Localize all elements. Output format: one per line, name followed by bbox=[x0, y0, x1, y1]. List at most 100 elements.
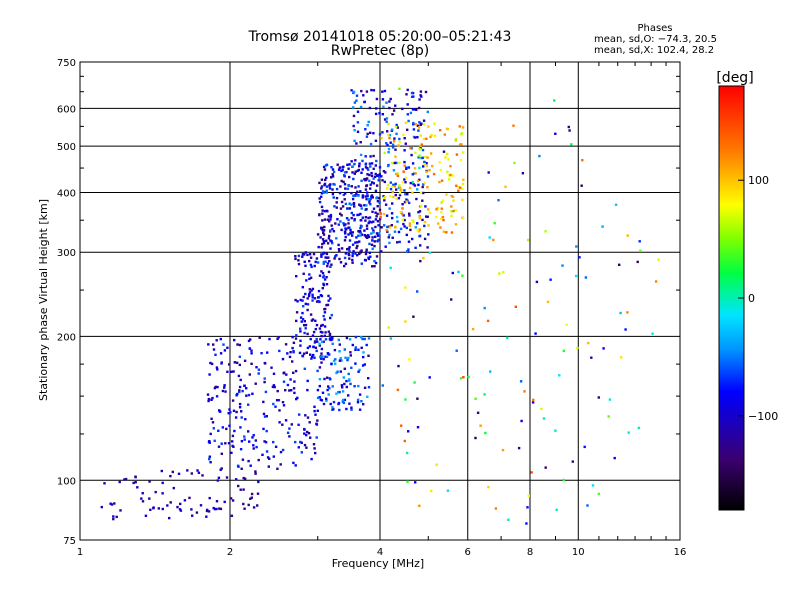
data-point bbox=[428, 169, 431, 172]
colorbar-tick-label: −100 bbox=[748, 410, 778, 423]
data-point bbox=[212, 343, 215, 346]
data-point bbox=[318, 197, 321, 200]
data-point bbox=[209, 361, 212, 365]
data-point bbox=[367, 377, 370, 380]
data-point bbox=[294, 257, 297, 261]
data-point bbox=[371, 265, 374, 268]
data-point bbox=[315, 423, 319, 426]
data-point bbox=[348, 249, 351, 253]
data-point bbox=[568, 129, 571, 132]
data-point bbox=[368, 173, 371, 177]
data-point bbox=[328, 332, 332, 336]
data-point bbox=[231, 434, 235, 438]
data-point bbox=[418, 166, 421, 170]
data-point bbox=[304, 302, 307, 306]
data-point bbox=[325, 185, 329, 188]
data-point bbox=[406, 193, 409, 196]
data-point bbox=[419, 90, 423, 93]
data-point bbox=[238, 385, 242, 389]
data-point bbox=[454, 139, 457, 142]
data-point bbox=[325, 303, 328, 307]
data-point bbox=[306, 346, 310, 350]
data-point bbox=[365, 191, 369, 194]
data-point bbox=[331, 175, 335, 178]
data-point bbox=[382, 170, 386, 173]
data-point bbox=[371, 239, 374, 242]
data-point bbox=[355, 94, 359, 97]
data-point bbox=[370, 243, 374, 246]
data-point bbox=[325, 239, 328, 242]
data-point bbox=[367, 120, 370, 124]
data-point bbox=[268, 337, 271, 341]
data-point bbox=[451, 174, 455, 177]
data-point bbox=[416, 124, 420, 127]
data-point bbox=[447, 158, 450, 161]
data-point bbox=[272, 372, 276, 375]
data-point bbox=[378, 174, 381, 177]
data-point bbox=[424, 155, 427, 159]
data-point bbox=[590, 356, 593, 359]
y-tick-label: 750 bbox=[57, 58, 76, 69]
data-point bbox=[337, 391, 340, 394]
data-point bbox=[365, 208, 368, 211]
data-point bbox=[416, 229, 419, 232]
data-point bbox=[324, 178, 327, 182]
data-point bbox=[356, 244, 359, 248]
data-point bbox=[322, 191, 325, 194]
data-point bbox=[407, 119, 410, 123]
data-point bbox=[487, 171, 490, 174]
data-point bbox=[497, 199, 500, 202]
data-point bbox=[357, 348, 360, 351]
data-point bbox=[398, 140, 401, 144]
data-point bbox=[344, 202, 348, 206]
data-point bbox=[361, 196, 364, 199]
data-point bbox=[428, 211, 432, 215]
data-point bbox=[306, 416, 310, 419]
data-point bbox=[321, 238, 325, 241]
data-point bbox=[386, 225, 389, 229]
data-point bbox=[256, 504, 259, 507]
data-point bbox=[265, 415, 268, 418]
data-point bbox=[230, 451, 233, 454]
data-point bbox=[371, 236, 374, 239]
data-point bbox=[404, 181, 407, 184]
data-point bbox=[339, 212, 342, 215]
data-point bbox=[350, 160, 353, 163]
data-point bbox=[292, 351, 295, 354]
data-point bbox=[308, 293, 311, 296]
data-point bbox=[376, 220, 380, 223]
data-point bbox=[112, 515, 115, 518]
data-point bbox=[372, 182, 375, 185]
data-point bbox=[231, 499, 235, 502]
data-point bbox=[385, 120, 388, 123]
data-point bbox=[141, 500, 145, 503]
data-point bbox=[619, 311, 622, 315]
data-point bbox=[403, 218, 406, 222]
data-point bbox=[372, 154, 375, 158]
data-point bbox=[403, 164, 406, 167]
data-point bbox=[238, 343, 241, 347]
data-point bbox=[205, 515, 208, 518]
data-point bbox=[248, 440, 251, 443]
data-point bbox=[365, 204, 368, 207]
data-point bbox=[374, 225, 377, 229]
data-point bbox=[278, 409, 281, 412]
data-point bbox=[341, 168, 344, 172]
data-point bbox=[224, 442, 227, 445]
data-point bbox=[220, 467, 223, 470]
data-point bbox=[591, 484, 595, 487]
data-point bbox=[336, 163, 339, 166]
data-point bbox=[368, 216, 372, 219]
data-point bbox=[414, 172, 417, 175]
data-point bbox=[412, 315, 415, 318]
data-point bbox=[335, 371, 338, 375]
data-point bbox=[318, 342, 321, 345]
data-point bbox=[416, 136, 419, 139]
data-point bbox=[320, 255, 323, 258]
data-point bbox=[575, 245, 578, 248]
data-point bbox=[439, 226, 442, 229]
data-point bbox=[316, 261, 320, 264]
data-point bbox=[328, 234, 331, 238]
data-point bbox=[360, 225, 363, 228]
